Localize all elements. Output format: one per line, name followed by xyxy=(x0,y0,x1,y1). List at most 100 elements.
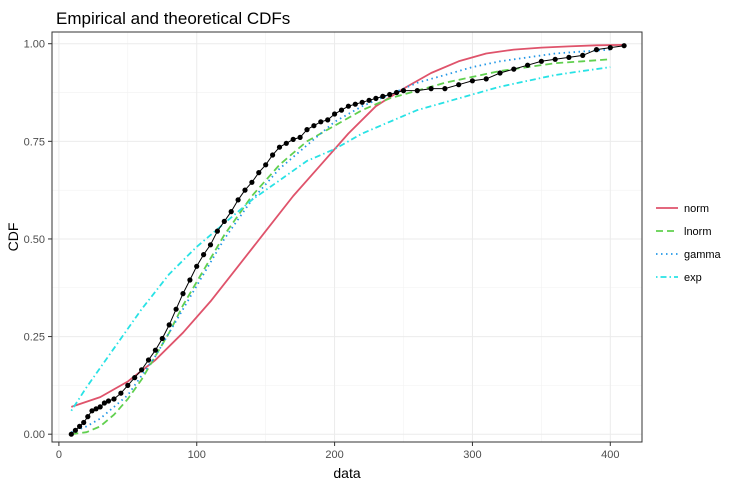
empirical-point xyxy=(290,136,296,142)
empirical-point xyxy=(221,218,227,224)
empirical-point xyxy=(304,127,310,133)
chart-title: Empirical and theoretical CDFs xyxy=(56,9,290,28)
empirical-point xyxy=(318,119,324,125)
empirical-point xyxy=(118,390,124,396)
empirical-point xyxy=(81,419,87,426)
y-tick-label: 1.00 xyxy=(24,39,45,51)
series-line-lnorm xyxy=(71,58,611,436)
empirical-point xyxy=(414,88,420,94)
empirical-point xyxy=(85,414,91,420)
empirical-point xyxy=(166,322,172,328)
empirical-point xyxy=(566,54,572,61)
empirical-point xyxy=(187,277,193,283)
x-tick-label: 300 xyxy=(463,449,481,461)
empirical-layer xyxy=(68,43,627,437)
empirical-point xyxy=(497,70,503,76)
empirical-point xyxy=(228,209,234,215)
empirical-point xyxy=(332,111,338,117)
legend-label-lnorm: lnorm xyxy=(684,226,712,238)
x-axis-title: data xyxy=(333,465,360,481)
empirical-point xyxy=(345,103,351,109)
empirical-point xyxy=(263,162,269,168)
y-tick-label: 0.00 xyxy=(24,429,45,441)
empirical-point xyxy=(72,427,78,433)
empirical-point xyxy=(538,58,545,64)
empirical-point xyxy=(593,47,600,53)
empirical-point xyxy=(180,291,186,297)
empirical-point xyxy=(380,93,386,99)
x-tick-label: 400 xyxy=(601,449,619,461)
x-tick-label: 100 xyxy=(188,449,206,461)
y-axis-ticks: 0.00 0.25 0.50 0.75 1.00 xyxy=(24,39,52,441)
y-tick-label: 0.25 xyxy=(24,332,45,344)
empirical-point xyxy=(297,134,303,140)
panel-background xyxy=(51,31,643,443)
empirical-point xyxy=(621,43,627,49)
empirical-point xyxy=(607,45,613,51)
empirical-point xyxy=(270,152,276,158)
series-line-gamma xyxy=(70,48,611,434)
y-axis-title: CDF xyxy=(5,223,21,252)
empirical-point xyxy=(352,101,358,107)
empirical-point xyxy=(469,78,475,84)
y-tick-label: 0.75 xyxy=(24,136,45,148)
empirical-point xyxy=(152,347,158,353)
empirical-point xyxy=(400,88,407,94)
empirical-point xyxy=(276,144,283,150)
empirical-point xyxy=(359,99,365,105)
empirical-point xyxy=(366,97,372,103)
empirical-point xyxy=(511,66,517,72)
x-tick-label: 200 xyxy=(325,449,343,461)
empirical-point xyxy=(552,56,558,62)
grid-lines xyxy=(52,32,642,442)
empirical-point xyxy=(173,306,179,312)
empirical-point xyxy=(394,89,400,96)
empirical-point xyxy=(428,86,434,92)
empirical-point xyxy=(214,228,220,234)
legend-label-norm: norm xyxy=(684,203,709,215)
empirical-point xyxy=(311,123,317,129)
legend: norm lnorm gamma exp xyxy=(656,203,722,284)
empirical-point xyxy=(201,252,207,258)
empirical-point xyxy=(580,52,586,59)
empirical-point xyxy=(338,107,345,113)
x-axis-ticks: 0 100 200 300 400 xyxy=(56,442,619,461)
theoretical-series-layer xyxy=(70,44,625,436)
legend-label-exp: exp xyxy=(684,272,702,284)
empirical-point xyxy=(89,408,95,414)
empirical-point xyxy=(101,400,107,406)
empirical-point xyxy=(125,382,131,388)
empirical-point xyxy=(105,398,112,404)
empirical-point xyxy=(283,140,289,146)
empirical-point xyxy=(387,91,393,98)
empirical-point xyxy=(373,95,379,101)
empirical-point xyxy=(207,242,214,248)
empirical-point xyxy=(525,62,531,68)
plot-area xyxy=(51,31,643,443)
x-tick-label: 0 xyxy=(56,449,62,461)
empirical-point xyxy=(139,367,145,373)
empirical-point xyxy=(194,263,200,269)
empirical-point xyxy=(111,396,117,402)
empirical-point xyxy=(68,431,74,437)
series-line-exp xyxy=(70,66,611,412)
empirical-point xyxy=(235,197,241,203)
series-line-norm xyxy=(71,44,625,408)
panel-border xyxy=(51,31,643,443)
empirical-point xyxy=(256,170,262,176)
empirical-point xyxy=(249,179,255,185)
empirical-point xyxy=(97,404,103,410)
y-tick-label: 0.50 xyxy=(24,234,45,246)
empirical-point xyxy=(456,82,462,88)
empirical-point xyxy=(483,76,489,82)
empirical-point xyxy=(325,117,331,123)
empirical-point xyxy=(93,406,99,412)
empirical-point xyxy=(77,423,83,429)
empirical-point xyxy=(242,187,248,193)
empirical-point xyxy=(132,375,138,381)
legend-label-gamma: gamma xyxy=(684,249,722,261)
empirical-point xyxy=(159,335,165,342)
empirical-point xyxy=(145,357,152,363)
empirical-point xyxy=(442,86,448,92)
